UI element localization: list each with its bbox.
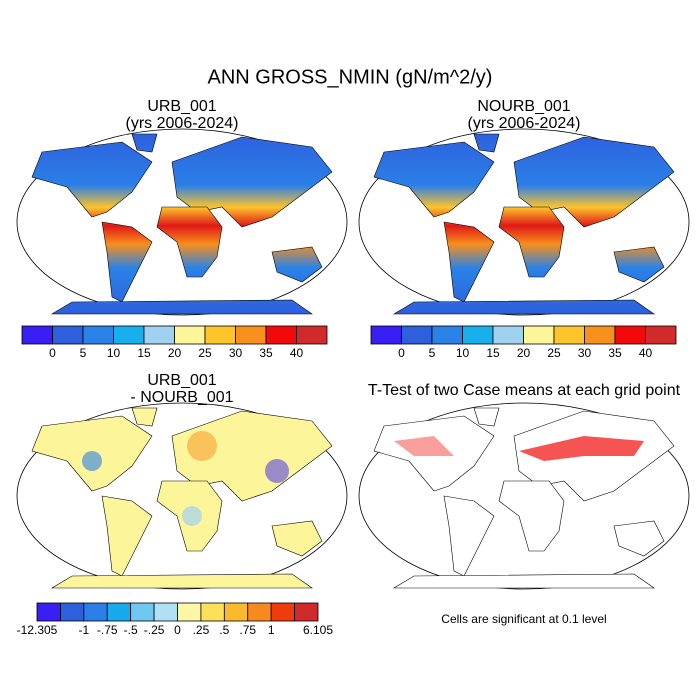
colorbar-box [83,602,108,622]
note: Cells are significant at 0.1 level [441,612,606,626]
colorbar-label: 5 [80,346,87,360]
colorbar-label: 40 [290,346,304,360]
colorbar-box [235,325,267,345]
colorbar-label: .5 [219,623,229,637]
colorbar-box [177,602,202,622]
colorbar-box [113,325,145,345]
colorbar-box [492,325,524,345]
colorbar-box [431,325,463,345]
colorbar-box [553,325,585,345]
colorbar-box [265,325,297,345]
colorbar-box [143,325,175,345]
panel-title: T-Test of two Case means at each grid po… [368,382,681,399]
colorbar-label: 5 [429,346,436,360]
map [358,402,690,590]
colorbar-label: 10 [456,346,470,360]
colorbar-box [60,602,85,622]
colorbar-box [153,602,178,622]
colorbar-box [174,325,206,345]
colorbar-label: -12.305 [17,623,58,637]
colorbar-box [247,602,272,622]
panel-subtitle: (yrs 2006-2024) [126,115,239,132]
colorbar-box [21,325,53,345]
colorbar-box [462,325,494,345]
colorbar-label: 0 [49,346,56,360]
panel-title: URB_001 [147,98,216,115]
panel-subtitle: - NOURB_001 [130,389,233,406]
colorbar-label: -.75 [97,623,118,637]
colorbar-box [401,325,433,345]
map [358,128,690,316]
colorbar-box [296,325,328,345]
colorbar-label: 15 [486,346,500,360]
colorbar-label: -1 [78,623,89,637]
colorbar-box [614,325,646,345]
colorbar-label: 1 [268,623,275,637]
colorbar-label: 35 [608,346,622,360]
colorbar-label: 0 [174,623,181,637]
colorbar-box [270,602,295,622]
colorbar-box [82,325,114,345]
colorbar-label: 15 [137,346,151,360]
colorbar-label: 25 [547,346,561,360]
colorbar-box [130,602,155,622]
colorbar-label: 35 [259,346,273,360]
colorbar-label: -.25 [144,623,165,637]
colorbar-label: .25 [193,623,210,637]
panel-subtitle: (yrs 2006-2024) [468,115,581,132]
map [16,128,348,316]
colorbar-box [204,325,236,345]
colorbar-box [200,602,225,622]
colorbar-box [52,325,84,345]
colorbar-box [370,325,402,345]
colorbar-box [645,325,677,345]
colorbar-label: 10 [107,346,121,360]
colorbar-label: 0 [398,346,405,360]
colorbar-label: 6.105 [303,623,333,637]
figure-title: ANN GROSS_NMIN (gN/m^2/y) [208,66,493,88]
colorbar-label: 40 [639,346,653,360]
colorbar-box [294,602,319,622]
colorbar-label: 30 [578,346,592,360]
map [16,402,348,590]
colorbar-label: -.5 [124,623,138,637]
colorbar-label: .75 [239,623,256,637]
colorbar-box [223,602,249,622]
colorbar-label: 20 [517,346,531,360]
colorbar-label: 30 [229,346,243,360]
colorbar-box [523,325,555,345]
colorbar-box [36,602,61,622]
colorbar-label: 25 [198,346,212,360]
colorbar-box [584,325,616,345]
colorbar-box [106,602,132,622]
colorbar-label: 20 [168,346,182,360]
panel-title: NOURB_001 [477,98,570,115]
panel-title: URB_001 [147,372,216,389]
